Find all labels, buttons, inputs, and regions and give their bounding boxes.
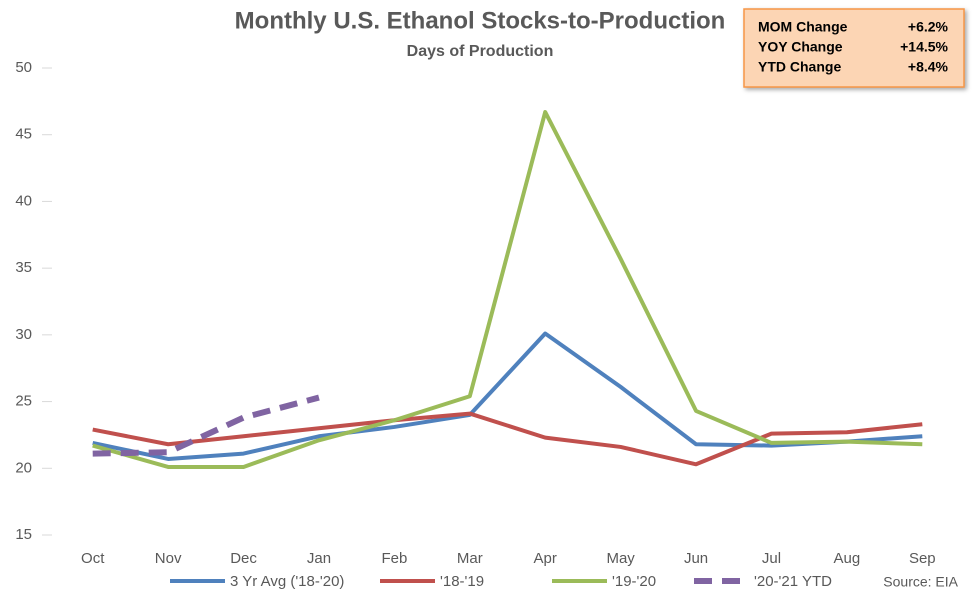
y-tick-label: 35 [15,259,32,276]
x-tick-label: Feb [381,550,407,567]
legend-label: '19-'20 [612,573,656,590]
y-tick-label: 50 [15,59,32,76]
x-tick-label: Jun [684,550,708,567]
source: Source: EIA [883,574,958,590]
x-tick-label: Apr [534,550,557,567]
x-tick-label: Nov [155,550,182,567]
x-tick-label: Jan [307,550,331,567]
x-tick-label: Jul [762,550,781,567]
summary-box-bg [743,8,965,88]
summary-label: MOM Change [758,19,848,35]
x-tick-label: Mar [457,550,483,567]
series-line [92,411,923,467]
summary-value: +6.2% [908,19,949,35]
x-tick-label: Dec [230,550,257,567]
chart-subtitle: Days of Production [407,43,554,60]
x-tick-label: May [606,550,635,567]
x-tick-label: Oct [81,550,105,567]
y-tick-label: 40 [15,192,32,209]
y-tick-label: 20 [15,459,32,476]
legend-label: 3 Yr Avg ('18-'20) [230,573,344,590]
chart-title: Monthly U.S. Ethanol Stocks-to-Productio… [235,7,726,34]
legend-label: '20-'21 YTD [754,573,832,590]
series-line [92,394,320,457]
series-line [92,331,923,461]
summary-box: MOM Change +6.2% YOY Change +14.5% YTD Chang… [743,8,965,88]
y-tick-label: 15 [15,526,32,543]
y-tick-label: 30 [15,326,32,343]
legend-label: '18-'19 [440,573,484,590]
y-tick-label: 25 [15,393,32,410]
y-tick-label: 45 [15,126,32,143]
x-tick-label: Sep [909,550,936,567]
x-tick-label: Aug [834,550,861,567]
summary-label: YTD Change [758,59,841,75]
summary-label: YOY Change [758,39,843,55]
summary-value: +8.4% [908,59,949,75]
summary-value: +14.5% [900,39,948,55]
series-line [92,110,923,469]
